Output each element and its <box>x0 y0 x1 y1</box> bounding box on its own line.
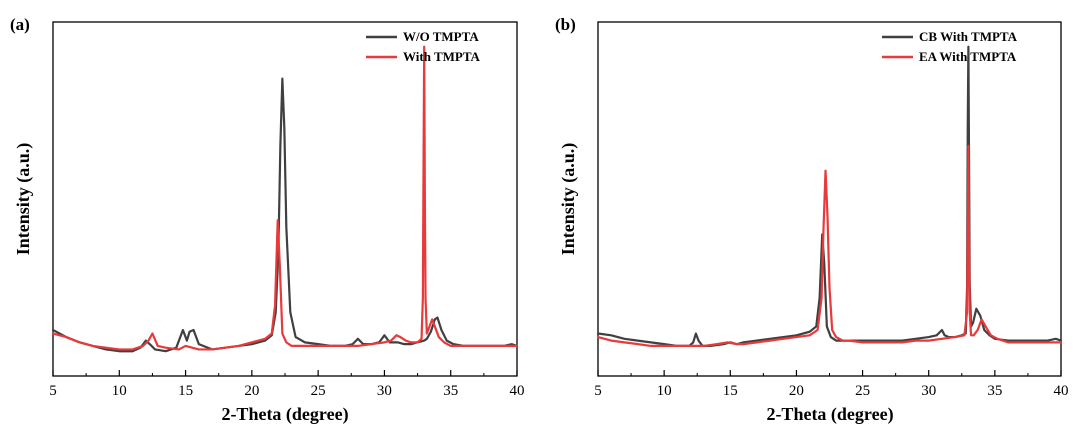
panel-a-x-tick-label: 5 <box>49 383 57 399</box>
panel-a-x-ticks: 5 10 15 20 25 30 35 40 <box>49 370 525 399</box>
panel-b-label: (b) <box>555 15 576 34</box>
panel-b-series-line-0 <box>596 45 1063 348</box>
panel-a-x-tick-label: 20 <box>244 383 259 399</box>
panel-b: (b) 2-Theta (degree) Intensity (a.u.) 5 1… <box>555 15 1069 425</box>
panel-b-x-tick-label: 5 <box>594 383 602 399</box>
panel-a-label: (a) <box>10 15 30 34</box>
panel-b-x-tick-label: 10 <box>657 383 672 399</box>
panel-b-legend-label-ea-with-tmpta: EA With TMPTA <box>919 49 1017 64</box>
panel-a-series-line-0 <box>51 77 519 353</box>
panel-b-x-tick-label: 30 <box>921 383 936 399</box>
panel-a-series <box>51 45 519 353</box>
panel-a-y-axis-label: Intensity (a.u.) <box>13 143 34 256</box>
panel-b-plot-frame <box>597 21 1062 377</box>
panel-a-legend: W/O TMPTA With TMPTA <box>366 29 481 64</box>
panel-b-x-tick-label: 40 <box>1054 383 1069 399</box>
panel-a-series-line-1 <box>51 45 519 351</box>
panel-a-x-axis-label: 2-Theta (degree) <box>221 404 348 425</box>
panel-a-x-tick-label: 15 <box>178 383 193 399</box>
panel-a-x-tick-label: 35 <box>443 383 458 399</box>
panel-b-x-tick-label: 15 <box>723 383 738 399</box>
panel-a: (a) 2-Theta (degree) Intensity (a.u.) 5 1… <box>10 15 525 425</box>
panel-b-x-axis-label: 2-Theta (degree) <box>766 404 893 425</box>
panel-a-legend-label-with-tmpta: With TMPTA <box>403 49 481 64</box>
panel-b-legend-label-cb-with-tmpta: CB With TMPTA <box>919 29 1018 44</box>
panel-b-series <box>596 45 1063 348</box>
panel-a-x-tick-label: 40 <box>510 383 525 399</box>
panel-b-y-axis-label: Intensity (a.u.) <box>558 143 579 256</box>
panel-b-series-line-1 <box>596 144 1063 348</box>
panel-a-legend-label-w-o-tmpta: W/O TMPTA <box>403 29 479 44</box>
panel-a-x-tick-label: 30 <box>377 383 392 399</box>
panel-a-x-tick-label: 10 <box>112 383 127 399</box>
panel-a-x-tick-label: 25 <box>311 383 326 399</box>
panel-b-x-tick-label: 20 <box>789 383 804 399</box>
panel-b-legend: CB With TMPTA EA With TMPTA <box>882 29 1018 64</box>
panel-b-x-tick-label: 25 <box>855 383 870 399</box>
panel-b-x-tick-label: 35 <box>987 383 1002 399</box>
panel-b-x-ticks: 5 10 15 20 25 30 35 40 <box>594 370 1069 399</box>
